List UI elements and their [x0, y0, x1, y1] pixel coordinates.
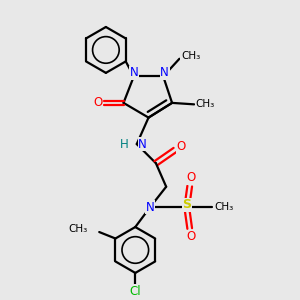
Text: O: O [177, 140, 186, 153]
Text: H: H [120, 138, 128, 151]
Text: CH₃: CH₃ [196, 99, 215, 110]
Text: O: O [93, 96, 103, 110]
Text: N: N [160, 66, 169, 80]
Text: CH₃: CH₃ [69, 224, 88, 233]
Text: N: N [138, 138, 147, 151]
Text: N: N [146, 201, 154, 214]
Text: N: N [129, 66, 138, 80]
Text: CH₃: CH₃ [181, 51, 200, 61]
Text: CH₃: CH₃ [214, 202, 233, 212]
Text: O: O [187, 171, 196, 184]
Text: Cl: Cl [130, 285, 141, 298]
Text: O: O [187, 230, 196, 243]
Text: S: S [182, 199, 191, 212]
